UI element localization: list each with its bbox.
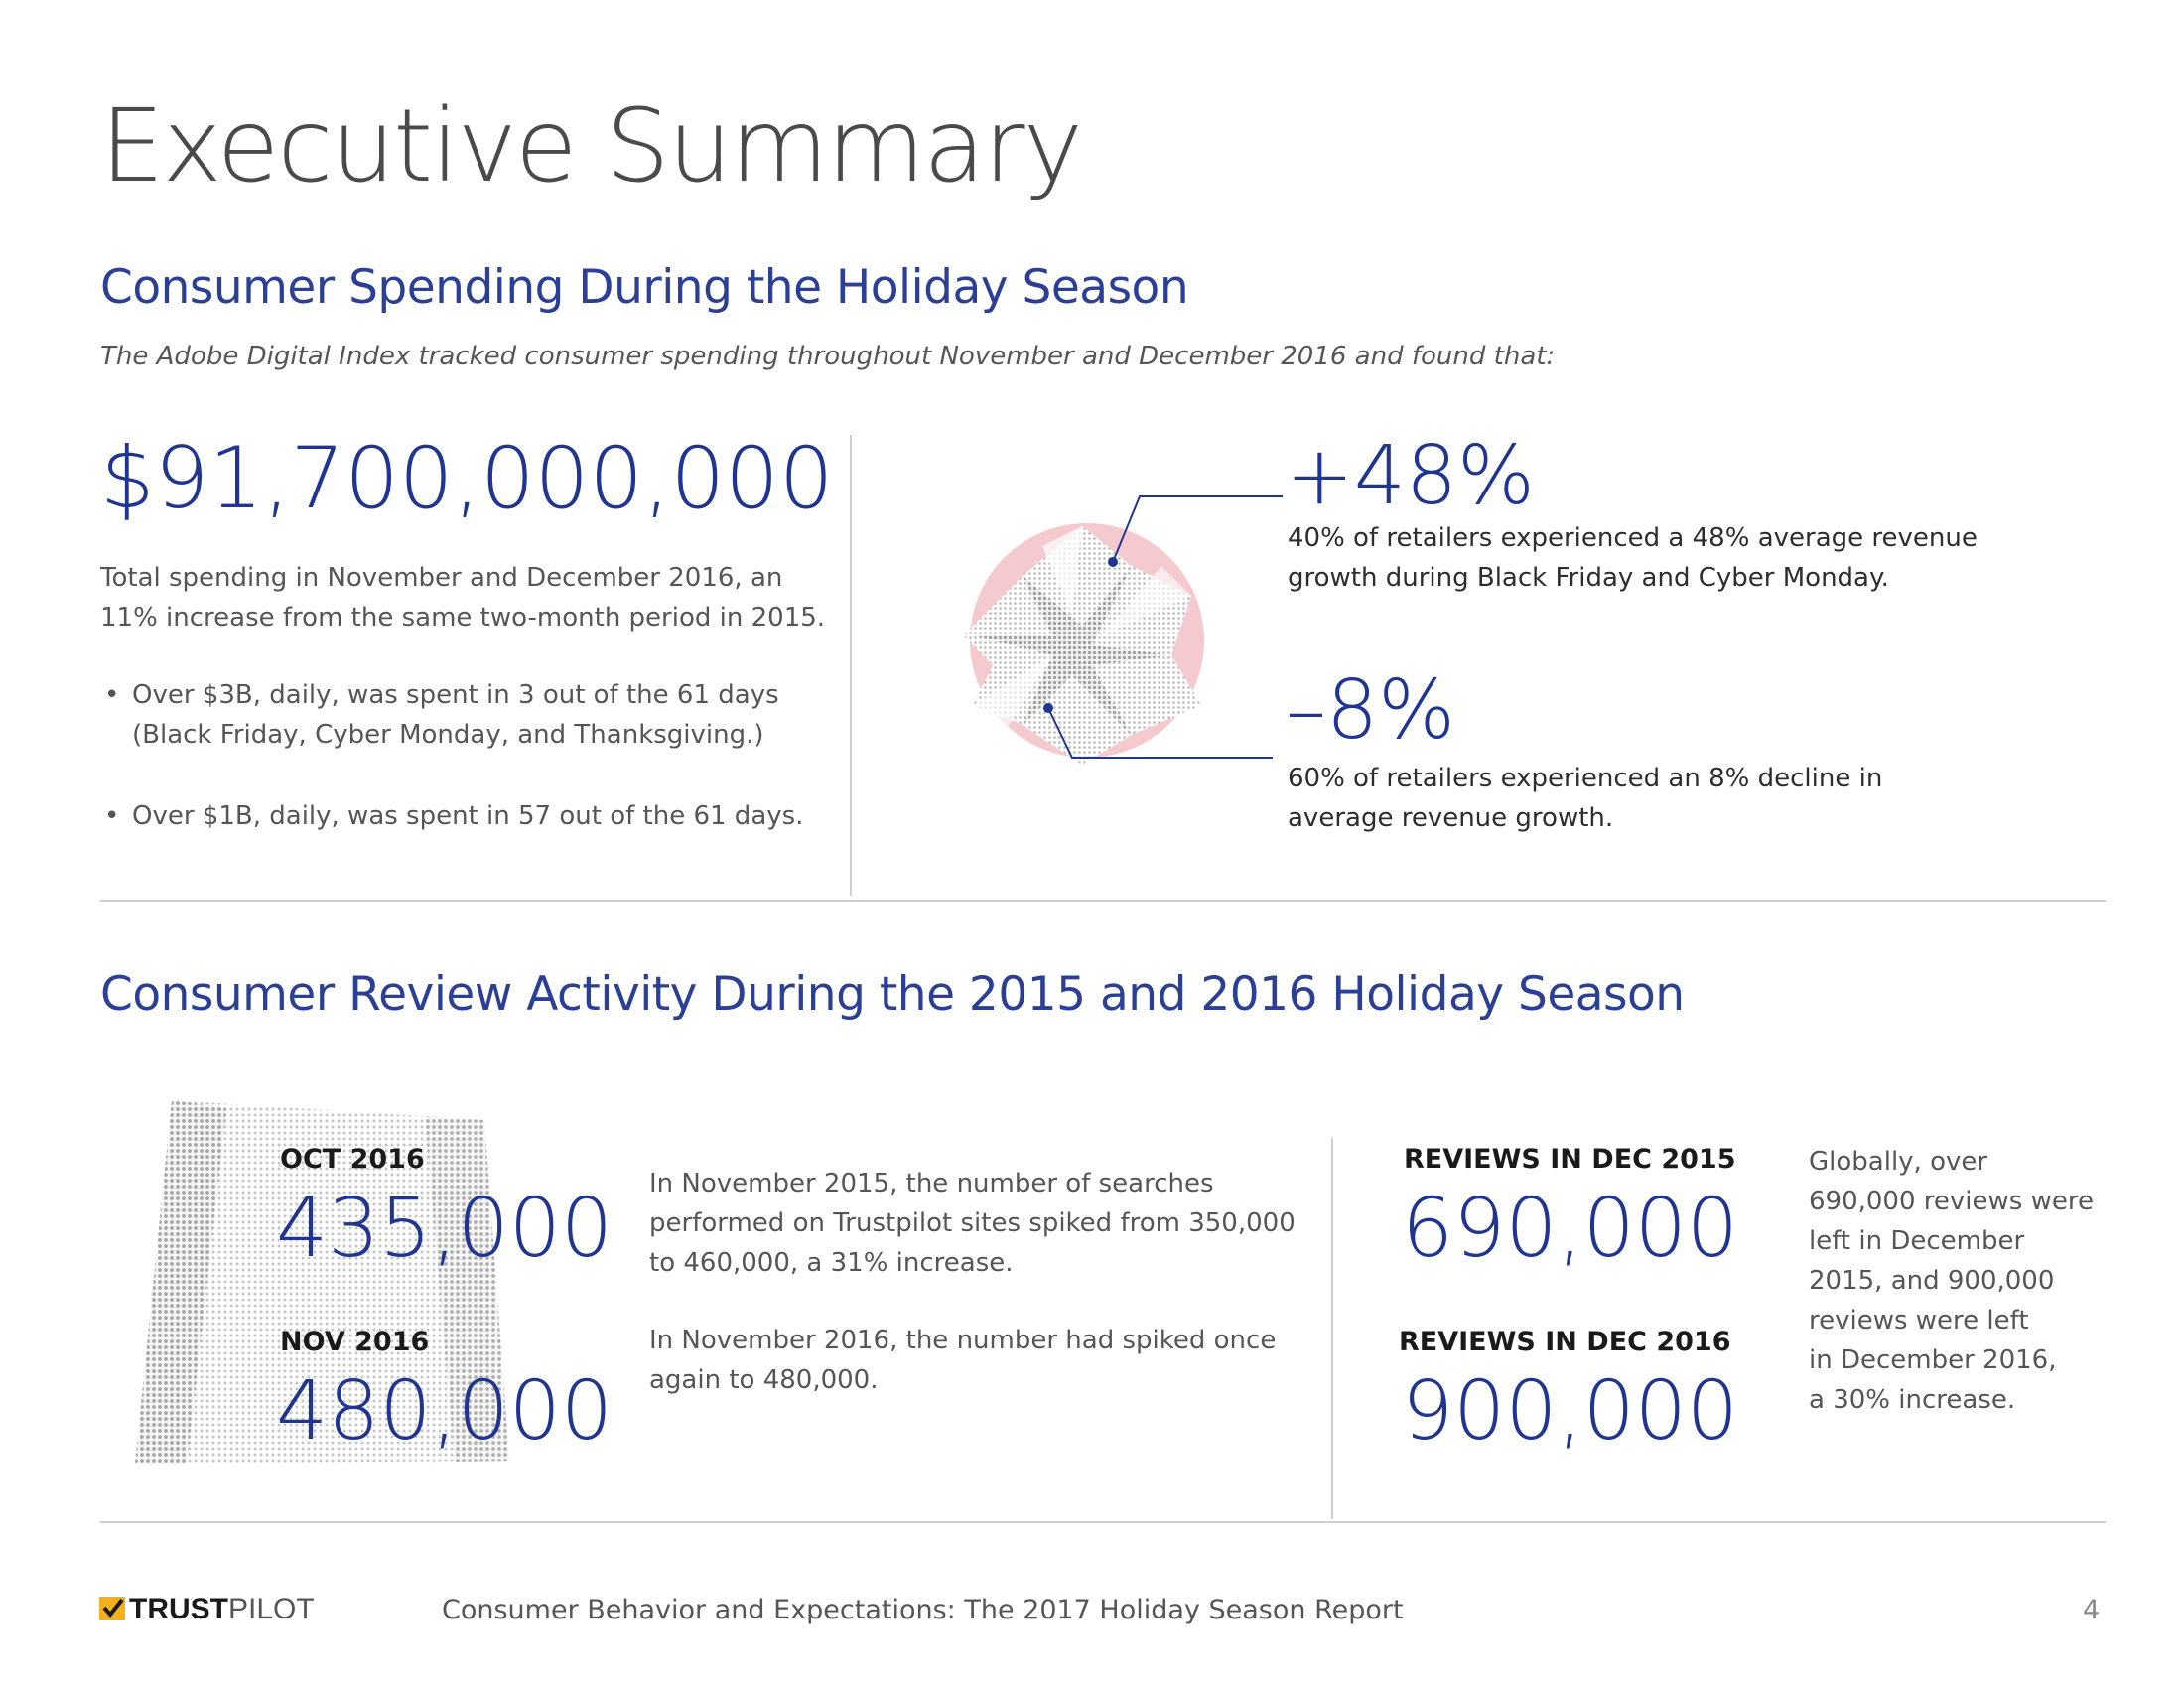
revenue-growth-value: +48% bbox=[1286, 429, 1535, 523]
text-line: again to 480,000. bbox=[649, 1365, 879, 1395]
revenue-decline-value: –8% bbox=[1286, 663, 1456, 758]
page-number: 4 bbox=[2083, 1595, 2101, 1625]
revenue-decline-description: 60% of retailers experienced an 8% decli… bbox=[1288, 759, 2002, 838]
page-title: Executive Summary bbox=[100, 87, 1083, 206]
oct-2016-label: OCT 2016 bbox=[280, 1144, 425, 1175]
dec-2016-value: 900,000 bbox=[1402, 1364, 1739, 1459]
shopping-bag-icon bbox=[135, 1100, 509, 1464]
section-heading-spending: Consumer Spending During the Holiday Sea… bbox=[100, 260, 1189, 315]
section-heading-reviews: Consumer Review Activity During the 2015… bbox=[100, 967, 1685, 1022]
check-icon bbox=[99, 1597, 125, 1620]
global-reviews-text: Globally, over 690,000 reviews were left… bbox=[1809, 1142, 2107, 1420]
oct-2016-value: 435,000 bbox=[276, 1182, 614, 1276]
callout-lines bbox=[1043, 495, 1283, 759]
dec-2016-label: REVIEWS IN DEC 2016 bbox=[1399, 1327, 1731, 1357]
description-line: average revenue growth. bbox=[1288, 803, 1614, 833]
bullet-item: Over $3B, daily, was spent in 3 out of t… bbox=[100, 675, 855, 755]
text-line: a 30% increase. bbox=[1809, 1385, 2016, 1415]
text-line: in December 2016, bbox=[1809, 1345, 2057, 1375]
section-intro: The Adobe Digital Index tracked consumer… bbox=[100, 342, 1556, 371]
search-stats-text: In November 2015, the number of searches… bbox=[649, 1164, 1324, 1400]
text-line: Globally, over bbox=[1809, 1147, 1988, 1177]
gift-bow-icon bbox=[963, 523, 1204, 765]
brand-name-pilot: PILOT bbox=[228, 1593, 315, 1625]
bullet-line: Over $3B, daily, was spent in 3 out of t… bbox=[132, 680, 779, 710]
bullet-line: (Black Friday, Cyber Monday, and Thanksg… bbox=[132, 720, 764, 750]
dec-2015-value: 690,000 bbox=[1402, 1182, 1739, 1276]
description-line: 60% of retailers experienced an 8% decli… bbox=[1288, 764, 1883, 793]
bullet-line: Over $1B, daily, was spent in 57 out of … bbox=[132, 801, 804, 831]
text-line: In November 2015, the number of searches bbox=[649, 1169, 1214, 1198]
column-divider bbox=[850, 435, 852, 896]
description-line: 11% increase from the same two-month per… bbox=[100, 603, 826, 633]
dec-2015-label: REVIEWS IN DEC 2015 bbox=[1404, 1144, 1736, 1175]
section-divider bbox=[100, 900, 2106, 902]
description-line: growth during Black Friday and Cyber Mon… bbox=[1288, 563, 1889, 593]
section-divider bbox=[100, 1521, 2106, 1523]
text-line: performed on Trustpilot sites spiked fro… bbox=[649, 1208, 1296, 1238]
text-line: In November 2016, the number had spiked … bbox=[649, 1326, 1277, 1355]
bullet-item: Over $1B, daily, was spent in 57 out of … bbox=[100, 796, 855, 836]
description-line: 40% of retailers experienced a 48% avera… bbox=[1288, 523, 1978, 553]
text-line: 690,000 reviews were bbox=[1809, 1187, 2094, 1216]
description-line: Total spending in November and December … bbox=[100, 563, 783, 593]
column-divider bbox=[1331, 1138, 1333, 1519]
revenue-growth-description: 40% of retailers experienced a 48% avera… bbox=[1288, 518, 2002, 598]
text-line: left in December bbox=[1809, 1226, 2025, 1256]
text-line: reviews were left bbox=[1809, 1306, 2029, 1336]
report-title: Consumer Behavior and Expectations: The … bbox=[442, 1595, 1404, 1625]
text-line: 2015, and 900,000 bbox=[1809, 1266, 2055, 1296]
spacer bbox=[649, 1283, 1324, 1321]
trustpilot-logo: TRUSTPILOT bbox=[99, 1593, 315, 1626]
total-spending-value: $91,700,000,000 bbox=[100, 429, 834, 528]
total-spending-description: Total spending in November and December … bbox=[100, 558, 855, 637]
text-line: to 460,000, a 31% increase. bbox=[649, 1248, 1014, 1278]
nov-2016-label: NOV 2016 bbox=[280, 1327, 430, 1357]
nov-2016-value: 480,000 bbox=[276, 1364, 614, 1459]
spending-bullets: Over $3B, daily, was spent in 3 out of t… bbox=[100, 675, 855, 836]
brand-name-trust: TRUST bbox=[129, 1593, 228, 1625]
